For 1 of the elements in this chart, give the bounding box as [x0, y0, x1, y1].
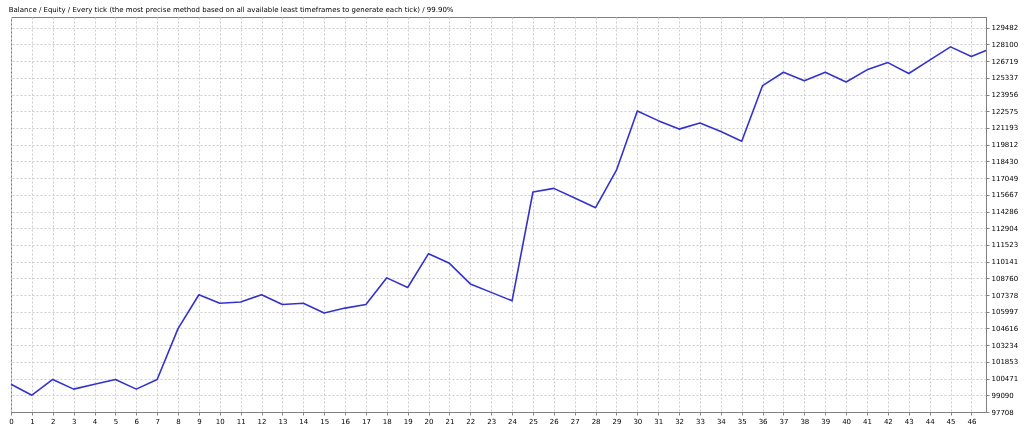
line-series [10, 46, 987, 396]
